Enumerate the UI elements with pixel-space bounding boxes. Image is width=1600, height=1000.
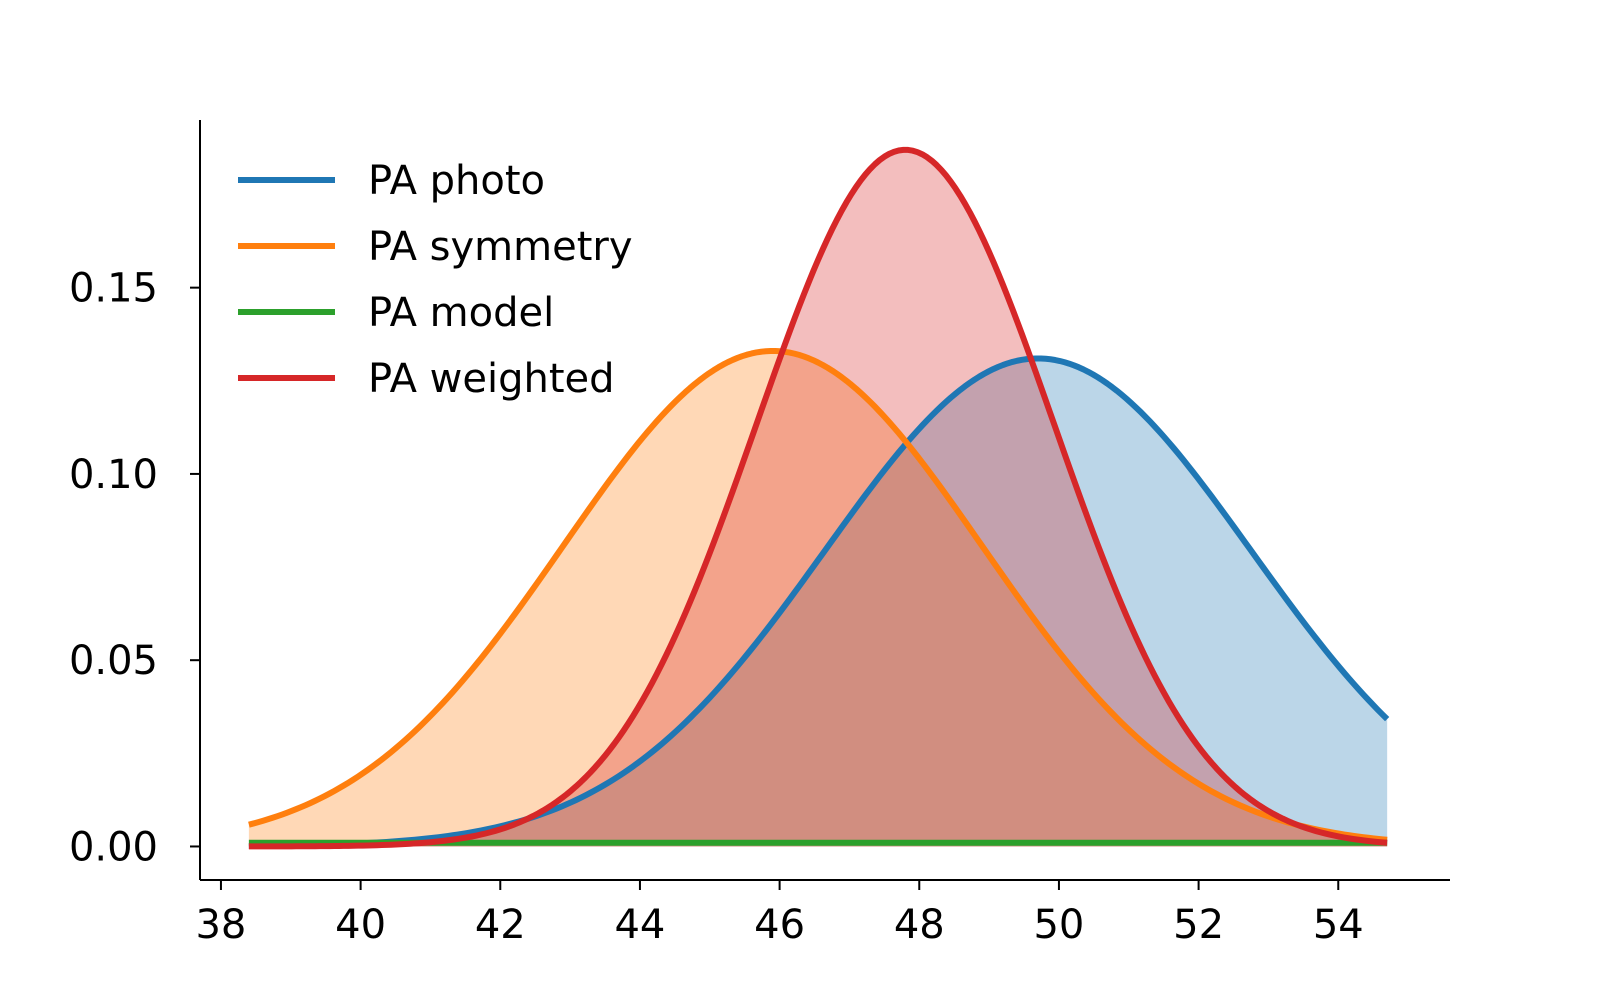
area-pa-photo [248,358,1388,847]
legend-label-pa-weighted: PA weighted [368,356,615,402]
y-tick-label: 0.15 [69,266,158,312]
y-tick-label: 0.00 [69,824,158,870]
x-tick-label: 50 [1033,902,1084,948]
axes [199,120,1450,881]
legend-label-pa-symmetry: PA symmetry [368,224,633,270]
series-fills [248,149,1388,847]
x-tick-label: 52 [1173,902,1224,948]
area-pa-weighted [248,149,1388,847]
y-tick-label: 0.10 [69,452,158,498]
line-pa-symmetry [248,348,1388,843]
area-pa-symmetry [248,351,1388,847]
legend: PA photo PA symmetry PA model PA weighted [238,158,633,402]
y-ticks: 0.00 0.05 0.10 0.15 [69,266,200,870]
legend-label-pa-photo: PA photo [368,158,545,204]
x-tick-label: 38 [195,902,246,948]
series-lines [248,146,1390,850]
x-tick-label: 46 [754,902,805,948]
y-tick-label: 0.05 [69,638,158,684]
x-tick-label: 48 [894,902,945,948]
x-tick-label: 42 [475,902,526,948]
x-tick-label: 44 [614,902,665,948]
legend-label-pa-model: PA model [368,290,554,336]
line-pa-photo [248,355,1390,849]
x-tick-label: 40 [335,902,386,948]
x-tick-label: 54 [1313,902,1364,948]
line-pa-weighted [248,146,1388,850]
x-ticks: 38 40 42 44 46 48 50 52 54 [195,880,1364,948]
